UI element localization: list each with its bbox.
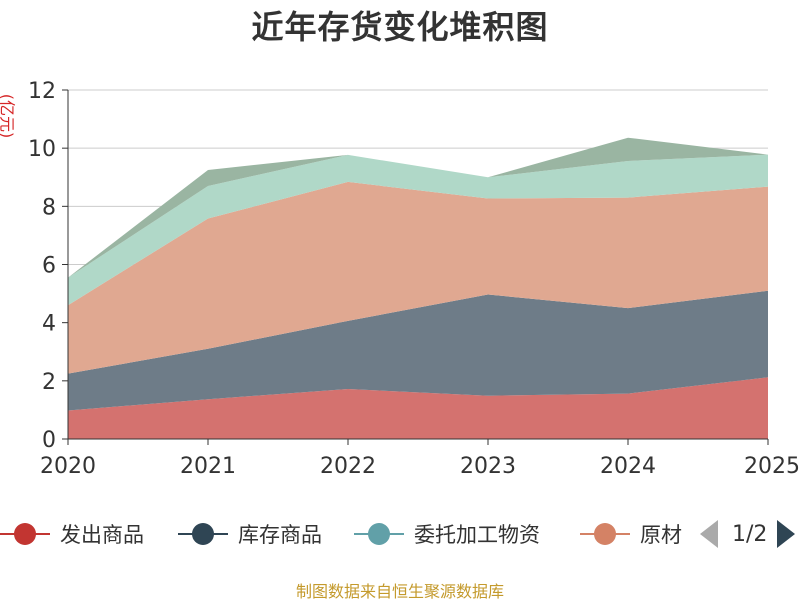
data-source-note: 制图数据来自恒生聚源数据库 xyxy=(295,582,504,601)
legend-label: 发出商品 xyxy=(60,523,144,547)
legend-prev-page-button[interactable] xyxy=(700,520,718,548)
legend-item[interactable]: 库存商品 xyxy=(178,516,322,552)
x-tick-label: 2020 xyxy=(40,454,96,479)
area-series-5 xyxy=(68,137,768,278)
y-axis-unit: (亿元) xyxy=(0,93,17,139)
legend-marker-icon xyxy=(354,522,404,546)
y-tick-label: 4 xyxy=(42,312,56,337)
legend: 发出商品 库存商品 委托加工物资 原材 xyxy=(0,516,800,552)
y-tick-label: 12 xyxy=(28,79,56,104)
x-tick-label: 2023 xyxy=(460,454,516,479)
area-series-2 xyxy=(68,290,768,411)
chart-title: 近年存货变化堆积图 xyxy=(251,8,549,46)
legend-label: 原材 xyxy=(640,523,682,547)
legend-item[interactable]: 发出商品 xyxy=(0,516,144,552)
area-series-4 xyxy=(68,154,768,306)
legend-next-page-button[interactable] xyxy=(777,520,796,548)
legend-page-indicator: 1/2 xyxy=(732,521,768,547)
area-series-1 xyxy=(68,377,768,439)
legend-marker-icon xyxy=(580,522,630,546)
x-tick-label: 2024 xyxy=(600,454,656,479)
legend-marker-icon xyxy=(178,522,228,546)
x-tick-label: 2021 xyxy=(180,454,236,479)
y-tick-label: 8 xyxy=(42,195,56,220)
x-tick-label: 2022 xyxy=(320,454,376,479)
legend-item[interactable]: 委托加工物资 xyxy=(354,516,540,552)
legend-pager: 1/2 xyxy=(700,516,796,552)
x-tick-label: 2025 xyxy=(744,454,800,479)
legend-label: 库存商品 xyxy=(238,523,322,547)
y-tick-label: 2 xyxy=(42,370,56,395)
y-tick-label: 10 xyxy=(28,137,56,162)
legend-marker-icon xyxy=(0,522,50,546)
legend-label: 委托加工物资 xyxy=(414,523,540,547)
legend-item[interactable]: 原材 xyxy=(580,516,682,552)
y-tick-label: 6 xyxy=(42,254,56,279)
y-tick-label: 0 xyxy=(42,428,56,453)
area-series-3 xyxy=(68,181,768,374)
